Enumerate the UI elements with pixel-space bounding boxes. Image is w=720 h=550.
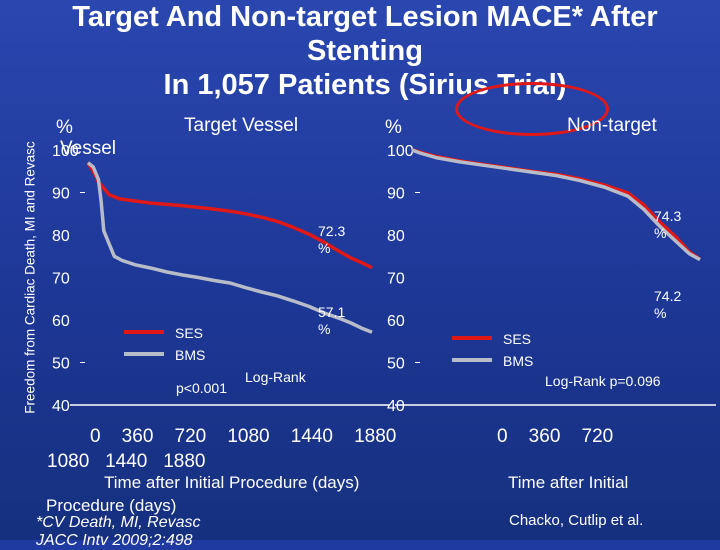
series-line-ses bbox=[86, 161, 373, 270]
y-tick-label: 60 bbox=[387, 313, 405, 330]
legend-label-ses: SES bbox=[503, 331, 531, 347]
x-tick-labels: 0 360 720 1080 1440 1880 bbox=[90, 426, 396, 447]
y-tick-label: 100 bbox=[387, 143, 414, 160]
y-tick-label: 100 bbox=[52, 143, 79, 160]
y-axis-extra-label: Vessel bbox=[60, 138, 116, 159]
x-axis-title: Time after Initial bbox=[508, 473, 628, 492]
panel-title: Non-target bbox=[567, 115, 657, 136]
legend-label-bms: BMS bbox=[503, 353, 533, 369]
end-value-annotation: 74.2 bbox=[654, 288, 681, 304]
statistical-test: Log-Rank p=0.096 bbox=[545, 373, 661, 389]
y-tick-label: 80 bbox=[52, 228, 70, 245]
x-tick-labels-wrapped: 1080 1440 1880 bbox=[47, 451, 205, 472]
statistical-test: Log-Rank bbox=[245, 369, 307, 385]
y-tick-label: 70 bbox=[52, 271, 70, 288]
x-axis-title: Time after Initial Procedure (days) bbox=[104, 473, 359, 492]
legend-label-ses: SES bbox=[175, 325, 203, 341]
title-line-1: Target And Non-target Lesion MACE* After bbox=[72, 1, 658, 33]
y-tick-label: 40 bbox=[52, 398, 70, 415]
end-value-annotation-unit: % bbox=[654, 225, 666, 241]
legend-label-bms: BMS bbox=[175, 347, 205, 363]
y-tick-label: 60 bbox=[52, 313, 70, 330]
p-value: p<0.001 bbox=[176, 380, 227, 396]
end-value-annotation: 72.3 bbox=[318, 223, 345, 239]
panel-title: Target Vessel bbox=[184, 115, 298, 136]
y-axis-unit: % bbox=[56, 117, 73, 138]
y-axis-unit: % bbox=[385, 117, 402, 138]
end-value-annotation-unit: % bbox=[318, 240, 330, 256]
y-tick-label: 90 bbox=[387, 186, 405, 203]
end-value-annotation: 57.1 bbox=[318, 304, 345, 320]
reference: JACC Intv 2009;2:498 bbox=[36, 532, 193, 549]
y-tick-label: 50 bbox=[387, 356, 405, 373]
slide-title: Target And Non-target Lesion MACE* After… bbox=[40, 0, 690, 102]
highlight-circle bbox=[455, 82, 609, 136]
y-tick-label: 70 bbox=[387, 271, 405, 288]
series-line-bms bbox=[86, 161, 373, 334]
series-line-ses bbox=[411, 148, 701, 261]
y-tick-label: 90 bbox=[52, 186, 70, 203]
citation: Chacko, Cutlip et al. bbox=[509, 512, 644, 529]
y-tick-label: 50 bbox=[52, 356, 70, 373]
x-axis-title-wrapped: Procedure (days) bbox=[46, 496, 176, 515]
y-tick-label: 40 bbox=[387, 398, 405, 415]
footnote: *CV Death, MI, Revasc bbox=[36, 514, 201, 531]
end-value-annotation-unit: % bbox=[318, 321, 330, 337]
end-value-annotation-unit: % bbox=[654, 305, 666, 321]
series-line-bms bbox=[411, 148, 701, 262]
title-line-2: Stenting bbox=[307, 35, 423, 67]
y-tick-label: 80 bbox=[387, 228, 405, 245]
end-value-annotation: 74.3 bbox=[654, 208, 681, 224]
x-tick-labels: 0 360 720 bbox=[497, 426, 613, 447]
